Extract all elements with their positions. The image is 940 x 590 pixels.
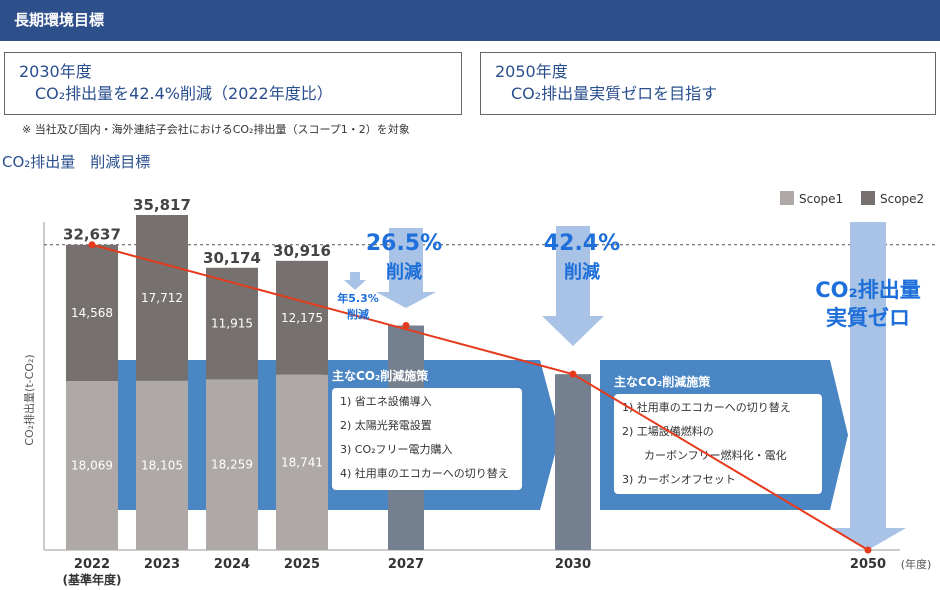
y-axis-label: CO₂排出量(t-CO₂) — [22, 354, 36, 445]
measures-item-1-3: 3) CO₂フリー電力購入 — [340, 442, 453, 456]
legend-label-scope1: Scope1 — [799, 192, 843, 206]
arrow-2030 — [542, 226, 604, 346]
measures-box-2 — [614, 394, 822, 494]
label-total-2022: 32,637 — [63, 226, 121, 244]
label-scope1-2024: 18,259 — [211, 458, 253, 472]
measures-item-2-3: カーボンフリー燃料化・電化 — [644, 448, 787, 462]
x-tick-2030: 2030 — [555, 557, 591, 572]
annotation-2050-line1: CO₂排出量 — [815, 278, 920, 302]
measures-title-1: 主なCO₂削減施策 — [332, 368, 429, 383]
legend-swatch-scope1 — [780, 191, 794, 205]
measures-item-1-1: 1) 省エネ設備導入 — [340, 394, 432, 408]
label-scope2-2023: 17,712 — [141, 291, 183, 305]
target-bar-2030 — [555, 374, 591, 550]
bar-scope2-2022 — [66, 244, 118, 381]
arrow-annual-rate — [344, 272, 366, 290]
x-tick-2024: 2024 — [214, 557, 250, 572]
label-scope1-2025: 18,741 — [281, 455, 323, 469]
label-scope2-2022: 14,568 — [71, 306, 113, 320]
annotation-2027-sub: 削減 — [386, 261, 422, 283]
annotation-2030-percent: 42.4% — [544, 231, 620, 256]
bar-scope1-2022 — [66, 380, 118, 550]
goal-2030-desc: CO₂排出量を42.4%削減（2022年度比） — [35, 84, 333, 103]
trend-point-2030 — [569, 370, 577, 378]
annotation-2027-percent: 26.5% — [366, 231, 442, 256]
x-tick-2022: 2022 — [74, 557, 110, 572]
label-scope2-2025: 12,175 — [281, 311, 323, 325]
x-tick-2023: 2023 — [144, 557, 180, 572]
x-tick-sublabel-2022: (基準年度) — [63, 572, 122, 587]
label-total-2023: 35,817 — [133, 196, 191, 214]
x-tick-2050: 2050 — [850, 557, 886, 572]
goal-2030-year: 2030年度 — [19, 62, 92, 81]
legend-swatch-scope2 — [861, 191, 875, 205]
measures-item-1-2: 2) 太陽光発電設置 — [340, 418, 432, 432]
trend-point-2027 — [402, 322, 410, 330]
bar-scope1-2025 — [276, 374, 328, 550]
measures-title-2: 主なCO₂削減施策 — [614, 374, 711, 389]
label-scope2-2024: 11,915 — [211, 317, 253, 331]
scope-note: ※ 当社及び国内・海外連結子会社におけるCO₂排出量（スコープ1・2）を対象 — [22, 123, 410, 136]
measures-item-1-4: 4) 社用車のエコカーへの切り替え — [340, 466, 509, 480]
goal-2030-box: 2030年度 CO₂排出量を42.4%削減（2022年度比） — [4, 52, 462, 115]
goal-2050-desc: CO₂排出量実質ゼロを目指す — [511, 84, 718, 103]
goal-2050-box: 2050年度 CO₂排出量実質ゼロを目指す — [480, 52, 936, 115]
annotation-rate-line2: 削減 — [347, 307, 369, 321]
page-title: 長期環境目標 — [14, 11, 105, 29]
bar-scope1-2024 — [206, 379, 258, 550]
label-total-2024: 30,174 — [203, 249, 261, 267]
x-axis-unit: (年度) — [901, 557, 932, 571]
annotation-2050-line2: 実質ゼロ — [826, 306, 910, 330]
chart-title: CO₂排出量 削減目標 — [2, 153, 151, 171]
x-tick-2025: 2025 — [284, 557, 320, 572]
annotation-2030-sub: 削減 — [564, 261, 600, 283]
measures-item-2-1: 1) 社用車のエコカーへの切り替え — [622, 400, 791, 414]
bar-scope2-2025 — [276, 260, 328, 375]
arrow-2050 — [830, 222, 906, 550]
arrow-2027 — [376, 228, 436, 308]
trend-point-2022 — [88, 241, 96, 249]
x-tick-2027: 2027 — [388, 557, 424, 572]
label-scope1-2022: 18,069 — [71, 458, 113, 472]
label-total-2025: 30,916 — [273, 242, 331, 260]
measures-box-1 — [332, 388, 522, 490]
bar-scope2-2023 — [136, 215, 188, 381]
annotation-rate-line1: 年5.3% — [337, 291, 379, 305]
label-scope1-2023: 18,105 — [141, 458, 183, 472]
legend-label-scope2: Scope2 — [880, 192, 924, 206]
goal-2050-year: 2050年度 — [495, 62, 568, 81]
page-header: 長期環境目標 — [0, 0, 940, 41]
trend-point-2050 — [864, 546, 872, 554]
measures-item-2-4: 3) カーボンオフセット — [622, 473, 736, 486]
bar-scope1-2023 — [136, 380, 188, 550]
